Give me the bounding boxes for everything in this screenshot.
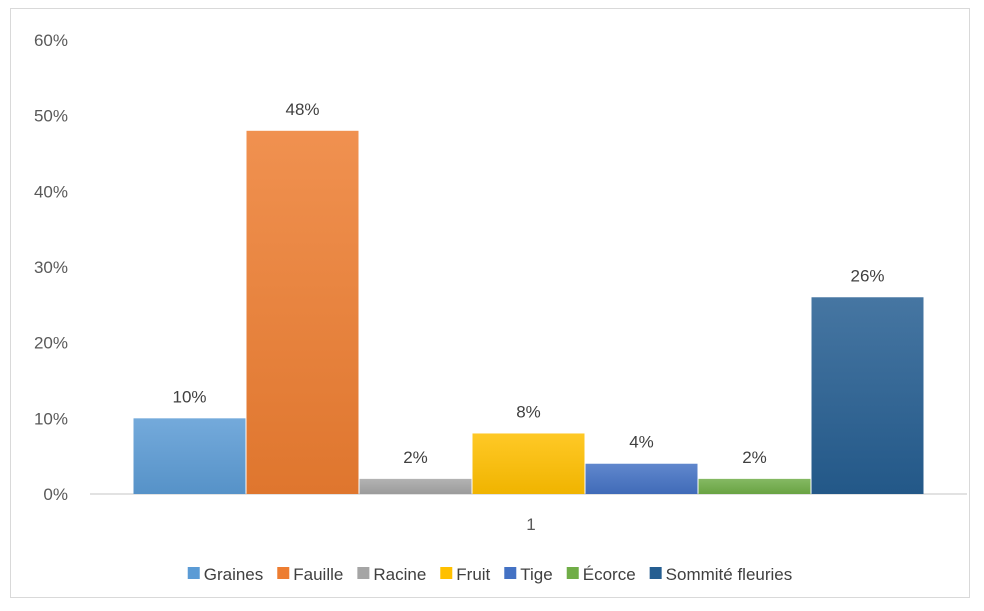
- legend-label: Fauille: [293, 565, 343, 584]
- bar-7: [811, 297, 924, 494]
- y-axis-ticks: 0% 10% 20% 30% 40% 50% 60%: [34, 31, 68, 504]
- data-label: 26%: [850, 266, 884, 285]
- data-label: 10%: [172, 387, 206, 406]
- legend-swatch: [504, 567, 517, 579]
- legend-item: Fruit: [440, 565, 491, 584]
- y-tick-label: 0%: [43, 485, 68, 504]
- bar-3: [359, 478, 472, 494]
- bar-6: [698, 478, 811, 494]
- legend-item: Fauille: [277, 565, 343, 584]
- data-labels: 10% 48% 2% 8% 4% 2% 26%: [172, 100, 884, 467]
- legend-label: Graines: [204, 565, 264, 584]
- bar-5: [585, 463, 698, 494]
- legend-label: Fruit: [456, 565, 490, 584]
- y-tick-label: 10%: [34, 409, 68, 428]
- legend-item: Tige: [504, 565, 553, 584]
- data-label: 4%: [629, 433, 654, 452]
- legend-item: Écorce: [566, 565, 636, 584]
- legend-swatch: [649, 567, 662, 579]
- y-tick-label: 30%: [34, 258, 68, 277]
- legend: Graines Fauille Racine Fruit Tige Écorce Sommi…: [187, 565, 793, 584]
- legend-swatch: [566, 567, 579, 579]
- legend-swatch: [187, 567, 200, 579]
- legend-swatch: [277, 567, 290, 579]
- legend-label: Sommité fleuries: [666, 565, 793, 584]
- bar-4: [472, 433, 585, 494]
- legend-label: Écorce: [583, 565, 636, 584]
- data-label: 8%: [516, 402, 541, 421]
- y-tick-label: 50%: [34, 107, 68, 126]
- chart-frame: [10, 8, 970, 598]
- legend-label: Racine: [373, 565, 426, 584]
- legend-swatch: [440, 567, 453, 579]
- y-tick-label: 40%: [34, 182, 68, 201]
- data-label: 48%: [285, 100, 319, 119]
- legend-swatch: [357, 567, 370, 579]
- bar-1: [133, 418, 246, 494]
- bars: [133, 130, 924, 495]
- legend-item: Graines: [187, 565, 264, 584]
- x-category-label: 1: [526, 515, 535, 534]
- legend-item: Sommité fleuries: [649, 565, 793, 584]
- data-label: 2%: [742, 448, 767, 467]
- y-tick-label: 60%: [34, 31, 68, 50]
- data-label: 2%: [403, 448, 428, 467]
- legend-item: Racine: [357, 565, 426, 584]
- bar-2: [246, 130, 359, 495]
- legend-label: Tige: [520, 565, 552, 584]
- y-tick-label: 20%: [34, 334, 68, 353]
